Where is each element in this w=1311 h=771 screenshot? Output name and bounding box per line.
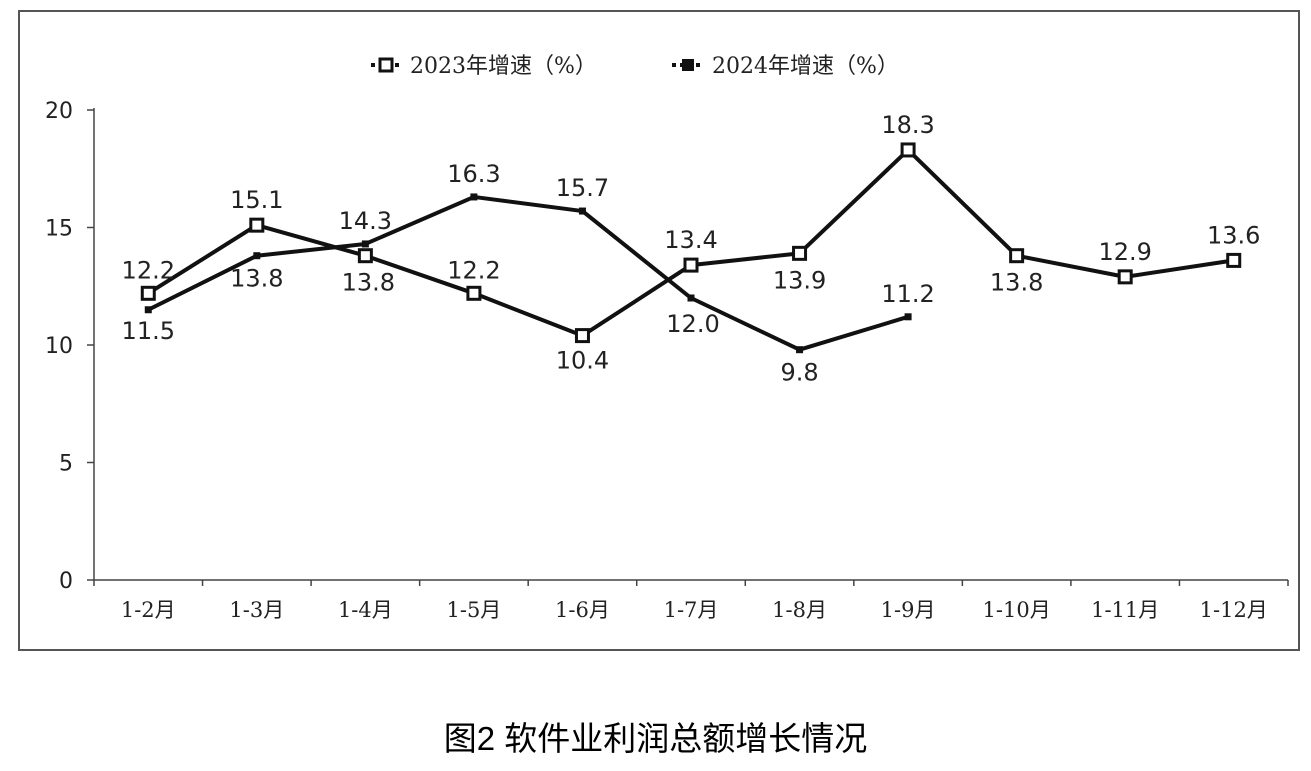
chart-frame xyxy=(18,10,1300,651)
series-2023-data-label: 15.1 xyxy=(230,186,283,214)
legend-2023-marker-icon xyxy=(378,57,394,73)
y-tick-label: 5 xyxy=(59,452,73,477)
y-tick-label: 20 xyxy=(45,99,73,124)
series-2023-data-label: 10.4 xyxy=(556,347,609,375)
x-tick-label: 1-10月 xyxy=(983,598,1051,622)
series-2024-data-label: 16.3 xyxy=(447,160,500,188)
series-2023-data-label: 13.8 xyxy=(990,269,1043,297)
series-2023-point xyxy=(1009,248,1025,264)
series-2023-point xyxy=(357,248,373,264)
x-tick-label: 1-11月 xyxy=(1091,598,1159,622)
series-2024-line xyxy=(147,194,909,352)
series-2024-point xyxy=(578,207,586,215)
series-2023-data-label: 12.2 xyxy=(122,256,175,284)
x-tick-label: 1-6月 xyxy=(555,598,610,622)
series-2024-data-label: 11.2 xyxy=(881,280,934,308)
x-tick-label: 1-9月 xyxy=(881,598,936,622)
x-tick-label: 1-5月 xyxy=(446,598,501,622)
line-chart: 0 5 10 15 20 1-2月 1-3月 1-4月 1-5月 1-6月 1-7月 1-8月 1-9月… xyxy=(45,54,1289,622)
series-2023-point xyxy=(140,285,156,301)
y-tick-label: 10 xyxy=(45,334,73,359)
series-2024-point xyxy=(796,346,804,354)
series-2023-data-label: 12.9 xyxy=(1098,238,1151,266)
series-2023-data-label: 13.8 xyxy=(342,269,395,297)
series-2023-point xyxy=(1226,252,1242,268)
series-2023-data-label: 18.3 xyxy=(881,111,934,139)
series-2024-point xyxy=(687,294,695,302)
series-2024-data-label: 11.5 xyxy=(122,317,175,345)
series-2023-point xyxy=(249,217,265,233)
legend-2023-label: 2023年增速（%） xyxy=(410,54,597,79)
x-tick-label: 1-4月 xyxy=(338,598,393,622)
x-tick-label: 1-3月 xyxy=(229,598,284,622)
series-2023-data-label: 13.9 xyxy=(773,266,826,294)
series-2023-point xyxy=(466,285,482,301)
series-2024-point xyxy=(144,306,152,314)
series-2024-data-label: 12.0 xyxy=(666,310,719,338)
series-2024-data-label: 14.3 xyxy=(339,207,392,235)
x-tick-label: 1-7月 xyxy=(664,598,719,622)
series-2023-point xyxy=(900,142,916,158)
series-2024-point xyxy=(253,252,261,260)
x-tick-label: 1-12月 xyxy=(1200,598,1268,622)
x-tick-label: 1-8月 xyxy=(772,598,827,622)
series-2023-point xyxy=(1117,269,1133,285)
series-2024-data-label: 9.8 xyxy=(780,359,818,387)
series-2023-point xyxy=(792,245,808,261)
series-2023-point xyxy=(574,328,590,344)
series-2024-point xyxy=(904,313,912,321)
x-tick-label: 1-2月 xyxy=(121,598,176,622)
series-2024-point xyxy=(470,193,478,201)
series-2024-data-label: 13.8 xyxy=(230,265,283,293)
series-2023-data-label: 13.6 xyxy=(1207,221,1260,249)
y-tick-label: 0 xyxy=(59,569,73,594)
y-tick-label: 15 xyxy=(45,217,73,242)
series-2023-data-label: 13.4 xyxy=(664,226,717,254)
chart-caption: 图2 软件业利润总额增长情况 xyxy=(443,720,868,757)
series-2023-data-label: 12.2 xyxy=(447,256,500,284)
legend-2024-label: 2024年增速（%） xyxy=(712,54,899,79)
legend-2024-marker-icon xyxy=(682,59,694,71)
series-2024-data-label: 15.7 xyxy=(556,174,609,202)
series-2024-point xyxy=(361,240,369,248)
series-2023-point xyxy=(683,257,699,273)
